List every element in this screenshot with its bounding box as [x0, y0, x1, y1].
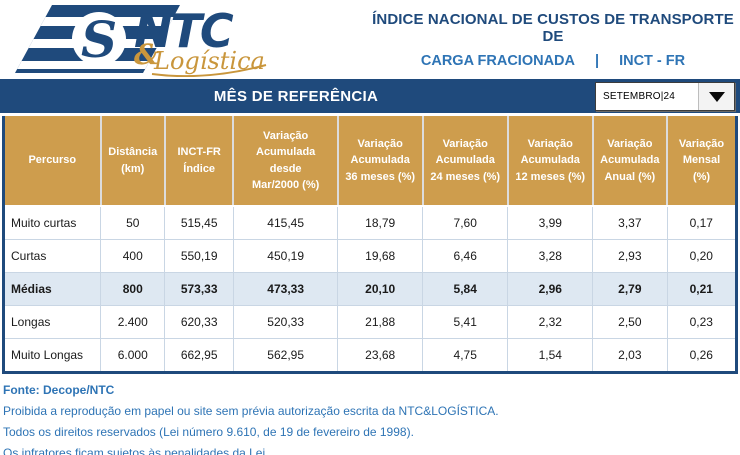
cell-value: 573,33 [164, 271, 234, 306]
month-dropdown-button[interactable] [698, 83, 734, 110]
cell-value: 1,54 [507, 337, 594, 371]
logo-underline-flourish [151, 64, 267, 78]
footer-notes: Fonte: Decope/NTC Proibida a reprodução … [3, 380, 736, 455]
reference-month-bar: MÊS DE REFERÊNCIA SETEMBRO|24 [0, 79, 740, 113]
document-title: ÍNDICE NACIONAL DE CUSTOS DE TRANSPORTE … [368, 11, 738, 69]
cell-value: 400 [100, 238, 166, 273]
col-header-var-mensal: Variação Mensal (%) [666, 116, 735, 207]
ntc-logo-graphic: S NTC & Logística [15, 4, 267, 78]
logo-ampersand: & [134, 38, 159, 71]
cell-value: 6.000 [100, 337, 166, 371]
col-header-var-mar2000: Variação Acumulada desde Mar/2000 (%) [232, 116, 338, 207]
logo-s-letter: S [81, 10, 117, 69]
table-row-muito-longas: Muito Longas 6.000 662,95 562,95 23,68 4… [5, 337, 735, 371]
cell-value: 5,41 [422, 304, 509, 339]
table-header: Percurso Distância (km) INCT-FR Índice V… [5, 116, 735, 207]
cell-percurso: Curtas [5, 238, 102, 273]
logo-circle [72, 12, 126, 66]
chevron-down-icon [708, 91, 725, 102]
cell-value: 0,23 [666, 304, 735, 339]
logo-logistica-text: Logística [153, 47, 265, 75]
cell-value: 550,19 [164, 238, 234, 273]
cell-value: 0,26 [666, 337, 735, 371]
cell-value: 20,10 [337, 271, 424, 306]
table-row-longas: Longas 2.400 620,33 520,33 21,88 5,41 2,… [5, 304, 735, 339]
ntc-logistica-logo: S NTC & Logística [6, 1, 306, 78]
cell-value: 515,45 [164, 205, 234, 240]
cell-value: 4,75 [422, 337, 509, 371]
inct-fr-table: Percurso Distância (km) INCT-FR Índice V… [2, 116, 738, 374]
footer-line-copyright-1: Proibida a reprodução em papel ou site s… [3, 404, 499, 418]
cell-value: 800 [100, 271, 166, 306]
cell-value: 0,17 [666, 205, 735, 240]
col-header-var-12m: Variação Acumulada 12 meses (%) [506, 116, 593, 207]
cell-value: 3,28 [507, 238, 594, 273]
cell-percurso: Muito Longas [5, 337, 102, 371]
cell-percurso: Longas [5, 304, 102, 339]
cell-value: 620,33 [164, 304, 234, 339]
cell-value: 3,99 [507, 205, 594, 240]
title-line1: ÍNDICE NACIONAL DE CUSTOS DE TRANSPORTE … [372, 11, 734, 45]
title-line2: CARGA FRACIONADA | INCT - FR [368, 53, 738, 69]
cell-value: 50 [100, 205, 166, 240]
footer-source: Fonte: Decope/NTC [3, 383, 115, 397]
cell-value: 0,21 [666, 271, 735, 306]
cell-value: 450,19 [232, 238, 339, 273]
footer-line-copyright-2: Todos os direitos reservados (Lei número… [3, 425, 414, 439]
col-header-var-anual: Variação Acumulada Anual (%) [591, 116, 668, 207]
title-inct-fr: INCT - FR [619, 53, 686, 69]
cell-value: 2,32 [507, 304, 594, 339]
cell-value: 2,03 [592, 337, 668, 371]
col-header-var-36m: Variação Acumulada 36 meses (%) [336, 116, 423, 207]
col-header-percurso: Percurso [5, 116, 101, 207]
reference-month-label: MÊS DE REFERÊNCIA [213, 87, 379, 105]
table-row-curtas: Curtas 400 550,19 450,19 19,68 6,46 3,28… [5, 238, 735, 273]
table-row-muito-curtas: Muito curtas 50 515,45 415,45 18,79 7,60… [5, 205, 735, 240]
cell-value: 2,93 [592, 238, 668, 273]
title-carga-fracionada: CARGA FRACIONADA [420, 53, 575, 69]
footer-line-copyright-3: Os infratores ficam sujetos às penalidad… [3, 446, 269, 455]
cell-value: 2,50 [592, 304, 668, 339]
cell-value: 7,60 [422, 205, 509, 240]
cell-value: 23,68 [337, 337, 424, 371]
cell-percurso: Médias [5, 271, 102, 306]
cell-value: 2,96 [507, 271, 594, 306]
logo-ntc-text: NTC [134, 4, 234, 58]
cell-value: 415,45 [232, 205, 339, 240]
cell-value: 2,79 [592, 271, 668, 306]
cell-value: 19,68 [337, 238, 424, 273]
month-dropdown-value[interactable]: SETEMBRO|24 [603, 91, 676, 102]
cell-value: 0,20 [666, 238, 735, 273]
col-header-var-24m: Variação Acumulada 24 meses (%) [421, 116, 508, 207]
cell-value: 18,79 [337, 205, 424, 240]
cell-value: 2.400 [100, 304, 166, 339]
title-separator: | [595, 53, 600, 69]
col-header-inct-fr: INCT-FR Índice [163, 116, 234, 207]
cell-value: 562,95 [232, 337, 339, 371]
cell-value: 662,95 [164, 337, 234, 371]
cell-value: 520,33 [232, 304, 339, 339]
page-header: S NTC & Logística ÍNDICE NACIONAL DE CUS… [0, 0, 740, 79]
col-header-distancia: Distância (km) [99, 116, 165, 207]
cell-percurso: Muito curtas [5, 205, 102, 240]
cell-value: 473,33 [232, 271, 339, 306]
cell-value: 21,88 [337, 304, 424, 339]
month-dropdown[interactable]: SETEMBRO|24 [595, 82, 735, 111]
cell-value: 5,84 [422, 271, 509, 306]
cell-value: 3,37 [592, 205, 668, 240]
table-row-medias: Médias 800 573,33 473,33 20,10 5,84 2,96… [5, 271, 735, 306]
cell-value: 6,46 [422, 238, 509, 273]
